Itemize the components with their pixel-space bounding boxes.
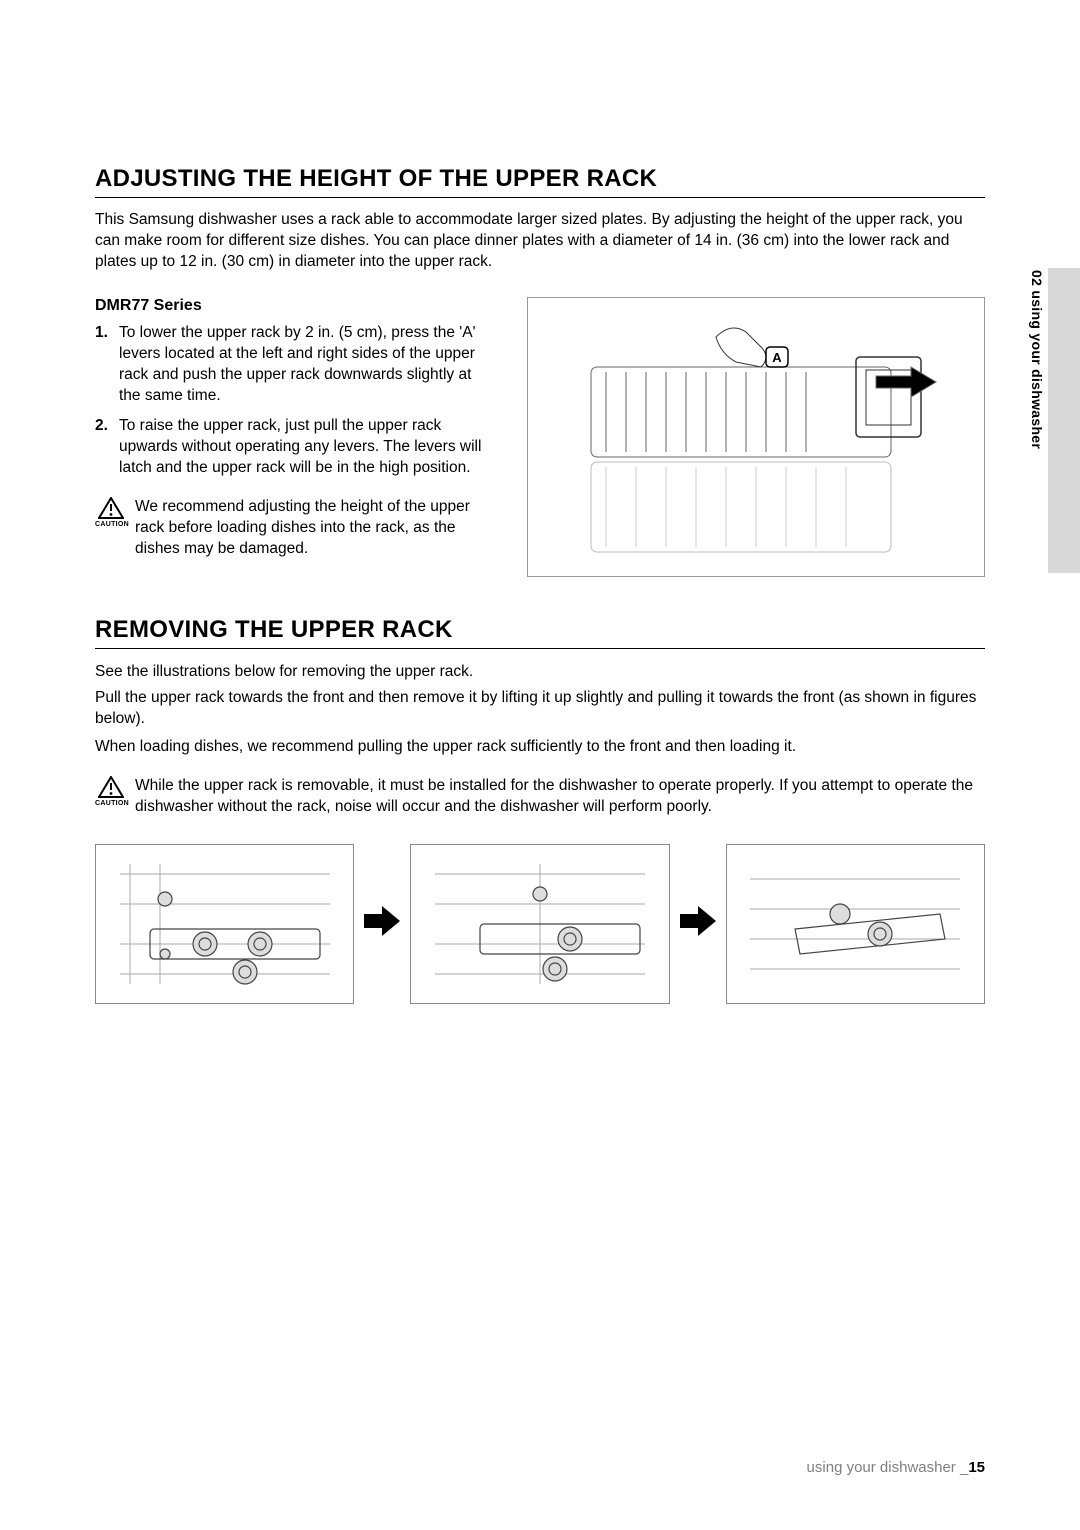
caution-label: CAUTION [95,799,127,808]
section1-subhead: DMR77 Series [95,297,495,315]
step-number: 1. [95,323,119,407]
section2-p2: Pull the upper rack towards the front an… [95,687,985,730]
step-number: 2. [95,416,119,479]
section2-rule [95,648,985,649]
section1-heading: ADJUSTING THE HEIGHT OF THE UPPER RACK [95,165,985,193]
step-text: To raise the upper rack, just pull the u… [119,416,495,479]
svg-text:A: A [772,350,782,365]
arrow-icon [364,906,400,941]
arrow-icon [680,906,716,941]
footer-text: using your dishwasher _ [807,1459,969,1476]
section1-steps: 1.To lower the upper rack by 2 in. (5 cm… [95,323,495,479]
list-item: 2.To raise the upper rack, just pull the… [95,416,495,479]
section1-caution: CAUTION We recommend adjusting the heigh… [95,497,495,560]
section2-p3: When loading dishes, we recommend pullin… [95,736,985,758]
section2-heading: REMOVING THE UPPER RACK [95,616,985,644]
caution-text: While the upper rack is removable, it mu… [135,776,985,818]
step-text: To lower the upper rack by 2 in. (5 cm),… [119,323,495,407]
caution-icon: CAUTION [95,776,127,808]
caution-label: CAUTION [95,520,127,529]
page-number: 15 [968,1459,985,1476]
caution-text: We recommend adjusting the height of the… [135,497,495,560]
list-item: 1.To lower the upper rack by 2 in. (5 cm… [95,323,495,407]
figure-3 [726,844,985,1004]
page-footer: using your dishwasher _15 [807,1459,985,1476]
rack-diagram: A [527,297,985,577]
section1-body: DMR77 Series 1.To lower the upper rack b… [95,297,985,586]
page-content: ADJUSTING THE HEIGHT OF THE UPPER RACK T… [0,0,1080,1530]
figure-2 [410,844,669,1004]
section1-left: DMR77 Series 1.To lower the upper rack b… [95,297,495,586]
section2-caution: CAUTION While the upper rack is removabl… [95,776,985,818]
section1-rule [95,197,985,198]
caution-icon: CAUTION [95,497,127,529]
removal-figures [95,844,985,1004]
rack-diagram-svg: A [566,312,946,562]
section1-intro: This Samsung dishwasher uses a rack able… [95,210,985,273]
figure-1 [95,844,354,1004]
section2-p1: See the illustrations below for removing… [95,661,985,683]
